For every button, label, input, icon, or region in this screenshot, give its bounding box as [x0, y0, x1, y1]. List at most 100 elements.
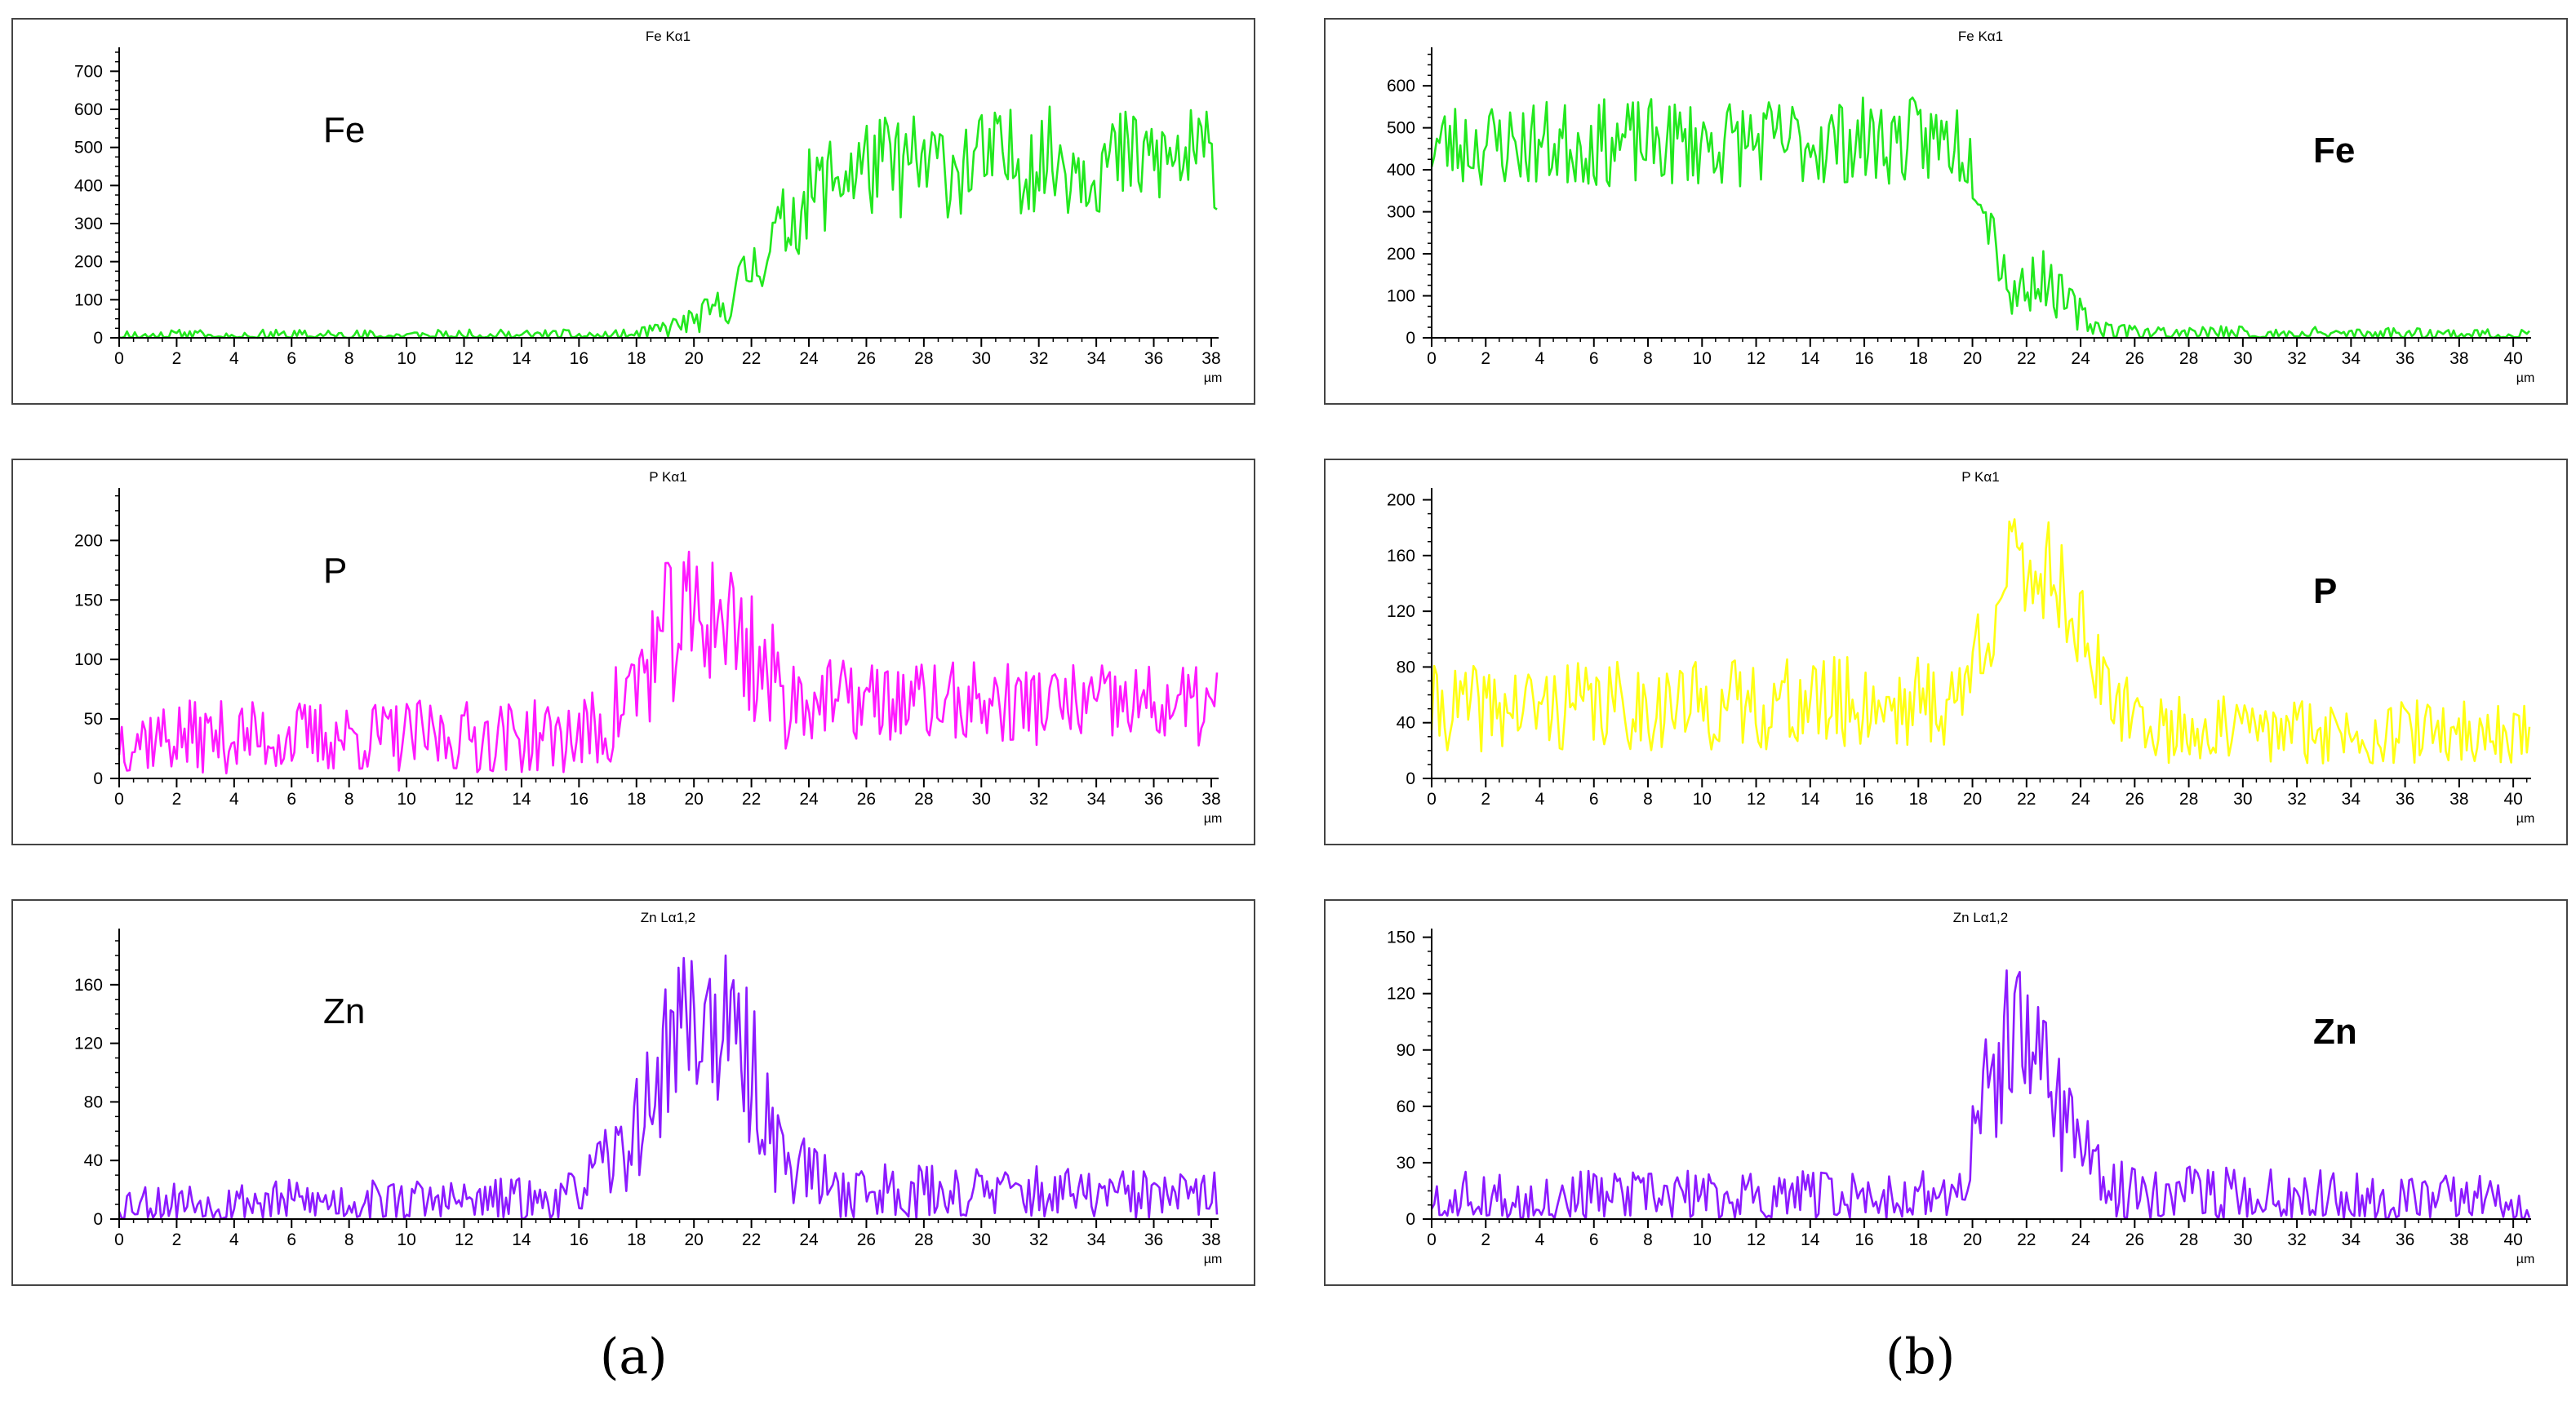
- x-tick-label: 6: [1589, 1230, 1599, 1249]
- y-tick-label: 40: [84, 1151, 103, 1170]
- y-tick-label: 100: [74, 650, 103, 669]
- x-tick-label: 2: [1481, 1230, 1490, 1249]
- chart-title: Fe Kα1: [1958, 29, 2003, 44]
- x-tick-label: 32: [1029, 349, 1048, 368]
- element-label: P: [2313, 571, 2337, 611]
- x-tick-label: 40: [2503, 1230, 2522, 1249]
- y-tick-label: 0: [1406, 769, 1415, 788]
- y-tick-label: 200: [1387, 245, 1415, 264]
- x-tick-label: 18: [1909, 1230, 1928, 1249]
- x-tick-label: 0: [1427, 790, 1437, 809]
- y-tick-label: 30: [1397, 1154, 1415, 1173]
- series-line: [118, 105, 1218, 339]
- x-tick-label: 34: [2342, 1230, 2361, 1249]
- y-tick-label: 0: [1406, 1210, 1415, 1229]
- x-tick-label: 16: [1854, 790, 1873, 809]
- x-tick-label: 20: [685, 349, 704, 368]
- x-axis-label: µm: [1204, 812, 1223, 826]
- caption-b: (b): [1885, 1328, 1956, 1386]
- x-axis-label: µm: [2516, 812, 2535, 826]
- y-tick-label: 0: [1406, 329, 1415, 348]
- x-tick-label: 8: [344, 349, 354, 368]
- x-tick-label: 4: [1535, 349, 1545, 368]
- series-line: [1430, 518, 2531, 765]
- x-tick-label: 28: [914, 1230, 933, 1249]
- x-tick-label: 14: [512, 790, 531, 809]
- chart-title: Zn Lα1,2: [641, 910, 695, 925]
- x-tick-label: 14: [512, 349, 531, 368]
- x-tick-label: 40: [2503, 349, 2522, 368]
- x-tick-label: 38: [1201, 349, 1220, 368]
- y-tick-label: 0: [93, 329, 103, 348]
- x-tick-label: 20: [1963, 349, 1982, 368]
- x-tick-label: 8: [1643, 349, 1653, 368]
- panel-b-zn: Zn Lα1,2 0 2 4 6 8 10 12 14 16 18 20 22 24 26 28 30 32 34 3…: [1324, 899, 2568, 1286]
- x-tick-label: 16: [1854, 1230, 1873, 1249]
- y-tick-label: 150: [1387, 929, 1415, 947]
- y-tick-label: 300: [74, 215, 103, 233]
- x-tick-label: 18: [1909, 349, 1928, 368]
- x-tick-label: 18: [627, 790, 646, 809]
- x-tick-label: 0: [114, 790, 124, 809]
- chart-title: P Kα1: [649, 469, 686, 485]
- x-tick-label: 10: [397, 349, 415, 368]
- x-tick-label: 22: [2017, 349, 2036, 368]
- x-tick-label: 38: [1201, 790, 1220, 809]
- y-tick-label: 400: [1387, 161, 1415, 180]
- x-tick-label: 4: [229, 790, 239, 809]
- x-tick-label: 12: [1747, 349, 1765, 368]
- x-tick-label: 22: [742, 790, 761, 809]
- y-tick-label: 160: [74, 976, 103, 995]
- x-tick-label: 6: [1589, 790, 1599, 809]
- x-tick-label: 34: [2342, 790, 2361, 809]
- x-tick-label: 8: [344, 790, 354, 809]
- y-tick-label: 600: [74, 100, 103, 119]
- y-tick-label: 100: [1387, 287, 1415, 306]
- chart-title: Zn Lα1,2: [1953, 910, 2008, 925]
- x-tick-label: 2: [1481, 349, 1490, 368]
- x-axis-label: µm: [1204, 371, 1223, 385]
- x-tick-label: 40: [2503, 790, 2522, 809]
- panel-b-p: P Kα1 0 2 4 6 8 10 12 14 16 18 20 22 24 26 28 30 32 34 36 38…: [1324, 459, 2568, 845]
- y-tick-label: 90: [1397, 1041, 1415, 1060]
- panel-a-fe: Fe Kα1 0 2 4 6 8 10 12 14 16 18 20 22 24 26 28 30 32 34 36 3…: [11, 18, 1255, 405]
- x-tick-label: 24: [2071, 1230, 2090, 1249]
- x-tick-label: 12: [1747, 1230, 1765, 1249]
- x-tick-label: 38: [2449, 349, 2468, 368]
- x-tick-label: 34: [1086, 349, 1106, 368]
- x-tick-label: 10: [1693, 1230, 1712, 1249]
- element-label: Fe: [323, 110, 365, 150]
- y-tick-label: 500: [1387, 119, 1415, 138]
- x-tick-label: 26: [2125, 790, 2144, 809]
- x-tick-label: 12: [1747, 790, 1765, 809]
- y-tick-label: 0: [93, 769, 103, 788]
- series-line: [1430, 96, 2530, 339]
- x-tick-label: 2: [172, 349, 182, 368]
- x-tick-label: 36: [1144, 1230, 1163, 1249]
- x-tick-label: 38: [2449, 1230, 2468, 1249]
- y-tick-label: 600: [1387, 77, 1415, 95]
- x-tick-label: 30: [2233, 1230, 2252, 1249]
- x-tick-label: 0: [1427, 1230, 1437, 1249]
- x-tick-label: 32: [1029, 790, 1048, 809]
- x-tick-label: 36: [2396, 349, 2414, 368]
- x-tick-label: 4: [1535, 1230, 1545, 1249]
- x-tick-label: 38: [2449, 790, 2468, 809]
- x-tick-label: 16: [1854, 349, 1873, 368]
- chart-title: Fe Kα1: [646, 29, 691, 44]
- y-tick-label: 120: [1387, 602, 1415, 621]
- chart-b-zn: Zn Lα1,20 2 4 6 8 10 12 14 16 18 20 22 24 26 28 30 32 34 3…: [1387, 910, 2534, 1266]
- y-tick-label: 0: [93, 1210, 103, 1229]
- element-label: P: [323, 551, 347, 591]
- x-tick-label: 10: [397, 790, 415, 809]
- panel-a-p: P Kα1 0 2 4 6 8 10 12 14 16 18 20 22 24 26 28 30 32 34 36 38…: [11, 459, 1255, 845]
- x-tick-label: 24: [2071, 349, 2090, 368]
- x-tick-label: 30: [972, 349, 991, 368]
- x-tick-label: 26: [857, 349, 876, 368]
- x-tick-label: 14: [1801, 349, 1820, 368]
- x-tick-label: 10: [1693, 349, 1712, 368]
- x-tick-label: 4: [229, 349, 239, 368]
- y-tick-label: 80: [84, 1093, 103, 1111]
- x-tick-label: 22: [742, 1230, 761, 1249]
